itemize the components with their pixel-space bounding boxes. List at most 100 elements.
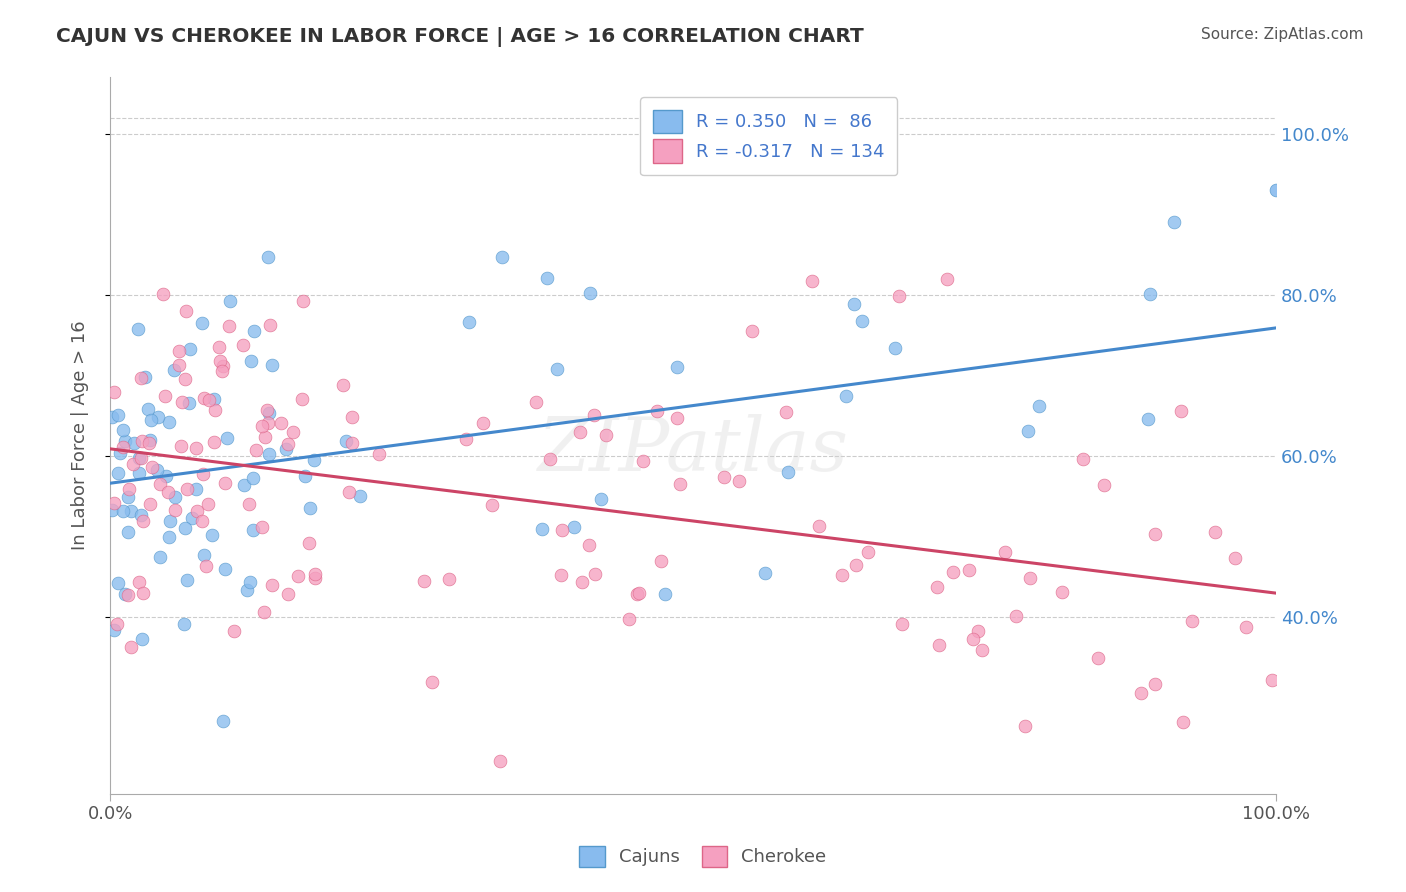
Point	[103, 623, 125, 637]
Point	[291, 293, 314, 308]
Point	[193, 548, 215, 562]
Point	[524, 395, 547, 409]
Point	[1018, 571, 1040, 585]
Point	[962, 632, 984, 646]
Point	[942, 565, 965, 579]
Point	[132, 514, 155, 528]
Point	[260, 359, 283, 373]
Point	[851, 314, 873, 328]
Point	[204, 403, 226, 417]
Point	[239, 575, 262, 590]
Point	[626, 587, 648, 601]
Point	[335, 434, 357, 448]
Point	[235, 582, 257, 597]
Point	[129, 450, 152, 465]
Point	[176, 483, 198, 497]
Point	[302, 452, 325, 467]
Point	[242, 523, 264, 537]
Point	[1017, 424, 1039, 438]
Point	[101, 502, 124, 516]
Point	[457, 315, 479, 329]
Point	[340, 435, 363, 450]
Point	[1137, 411, 1160, 425]
Point	[294, 468, 316, 483]
Point	[538, 452, 561, 467]
Point	[550, 523, 572, 537]
Point	[211, 359, 233, 373]
Point	[112, 440, 135, 454]
Point	[159, 515, 181, 529]
Point	[471, 416, 494, 430]
Point	[666, 411, 689, 425]
Point	[117, 588, 139, 602]
Point	[887, 289, 910, 303]
Point	[337, 485, 360, 500]
Point	[420, 674, 443, 689]
Point	[215, 431, 238, 445]
Point	[191, 467, 214, 481]
Point	[274, 442, 297, 457]
Point	[121, 457, 143, 471]
Point	[218, 318, 240, 333]
Point	[198, 393, 221, 408]
Point	[304, 567, 326, 582]
Point	[117, 524, 139, 539]
Point	[349, 489, 371, 503]
Point	[173, 616, 195, 631]
Point	[157, 415, 180, 429]
Point	[107, 467, 129, 481]
Point	[1204, 525, 1226, 540]
Point	[194, 559, 217, 574]
Point	[238, 497, 260, 511]
Legend: Cajuns, Cherokee: Cajuns, Cherokee	[572, 838, 834, 874]
Point	[1144, 527, 1167, 541]
Point	[631, 453, 654, 467]
Text: CAJUN VS CHEROKEE IN LABOR FORCE | AGE > 16 CORRELATION CHART: CAJUN VS CHEROKEE IN LABOR FORCE | AGE >…	[56, 27, 865, 46]
Point	[257, 406, 280, 420]
Point	[627, 586, 650, 600]
Point	[277, 437, 299, 451]
Point	[250, 419, 273, 434]
Point	[181, 511, 204, 525]
Point	[152, 286, 174, 301]
Point	[1050, 585, 1073, 599]
Point	[413, 574, 436, 588]
Point	[259, 318, 281, 332]
Point	[134, 369, 156, 384]
Point	[304, 571, 326, 585]
Point	[332, 377, 354, 392]
Point	[243, 324, 266, 338]
Point	[856, 545, 879, 559]
Point	[801, 274, 824, 288]
Point	[650, 554, 672, 568]
Point	[214, 476, 236, 491]
Point	[591, 492, 613, 507]
Point	[595, 428, 617, 442]
Text: ZIPatlas: ZIPatlas	[537, 414, 848, 486]
Point	[145, 463, 167, 477]
Point	[131, 508, 153, 522]
Point	[842, 297, 865, 311]
Point	[138, 433, 160, 447]
Point	[928, 639, 950, 653]
Point	[149, 477, 172, 491]
Point	[925, 580, 948, 594]
Point	[568, 425, 591, 440]
Point	[117, 482, 139, 496]
Point	[367, 447, 389, 461]
Point	[835, 389, 858, 403]
Point	[174, 372, 197, 386]
Point	[138, 436, 160, 450]
Point	[157, 484, 180, 499]
Point	[439, 573, 461, 587]
Point	[270, 416, 292, 430]
Point	[250, 520, 273, 534]
Point	[256, 403, 278, 417]
Point	[298, 535, 321, 549]
Point	[1092, 478, 1115, 492]
Point	[277, 586, 299, 600]
Point	[936, 271, 959, 285]
Point	[219, 293, 242, 308]
Point	[340, 409, 363, 424]
Point	[167, 344, 190, 359]
